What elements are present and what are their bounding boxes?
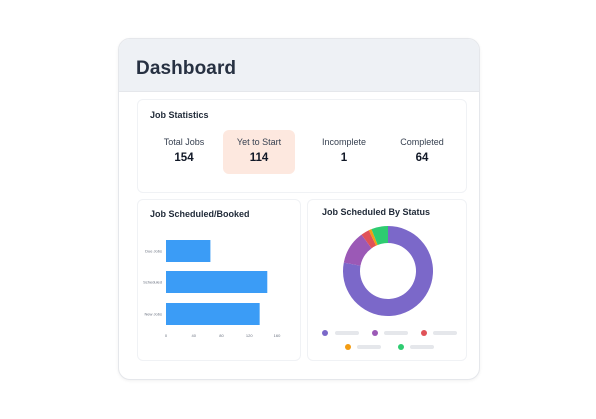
x-tick-label: 0 [165, 333, 168, 338]
stat-yet-to-start[interactable]: Yet to Start 114 [223, 130, 295, 174]
x-tick-label: 160 [274, 333, 281, 338]
donut-chart [343, 226, 433, 316]
donut-slice [361, 230, 377, 249]
bar [166, 240, 211, 262]
bar [166, 303, 260, 325]
job-statistics-panel: Job Statistics Total Jobs 154 Yet to Sta… [137, 99, 467, 193]
job-status-panel: Job Scheduled By Status [307, 199, 467, 361]
legend-label-placeholder [357, 345, 381, 349]
dashboard-card: Dashboard Job Statistics Total Jobs 154 … [118, 38, 480, 380]
x-tick-label: 40 [192, 333, 197, 338]
legend-label-placeholder [433, 331, 457, 335]
page-title: Dashboard [136, 58, 237, 79]
x-tick-label: 80 [219, 333, 224, 338]
stat-value: 1 [340, 152, 348, 164]
stat-incomplete[interactable]: Incomplete 1 [308, 130, 380, 174]
legend-label-placeholder [384, 331, 408, 335]
stat-value: 114 [249, 152, 269, 164]
donut-slice [371, 226, 388, 245]
stat-completed[interactable]: Completed 64 [386, 130, 458, 174]
legend-dot [322, 330, 328, 336]
category-label: Scheduled [143, 280, 162, 285]
stat-label: Incomplete [321, 137, 367, 147]
legend-label-placeholder [410, 345, 434, 349]
bar-chart-title: Job Scheduled/Booked [150, 209, 250, 219]
donut-slice [343, 226, 433, 316]
stat-label: Yet to Start [236, 137, 282, 147]
job-statistics-title: Job Statistics [150, 110, 209, 120]
category-label: New Jobs [144, 312, 162, 317]
stat-total-jobs[interactable]: Total Jobs 154 [148, 130, 220, 174]
bar [166, 271, 268, 293]
legend-label-placeholder [335, 331, 359, 335]
job-scheduled-booked-panel: Job Scheduled/Booked Due Jobs Scheduled Ne… [137, 199, 301, 361]
stat-value: 64 [415, 152, 429, 164]
legend-dot [372, 330, 378, 336]
bar-chart: Due Jobs Scheduled New Jobs 0 40 80 120 160 [143, 240, 281, 338]
donut-chart-title: Job Scheduled By Status [322, 207, 431, 217]
x-tick-label: 120 [246, 333, 253, 338]
category-label: Due Jobs [145, 249, 162, 254]
legend-dot [398, 344, 404, 350]
legend-dot [421, 330, 427, 336]
stat-label: Total Jobs [163, 137, 205, 147]
donut-slice [368, 229, 378, 246]
stat-label: Completed [400, 137, 444, 147]
stat-value: 154 [174, 152, 194, 164]
dashboard-header: Dashboard [119, 39, 479, 92]
legend-dot [345, 344, 351, 350]
donut-slice [343, 234, 372, 266]
